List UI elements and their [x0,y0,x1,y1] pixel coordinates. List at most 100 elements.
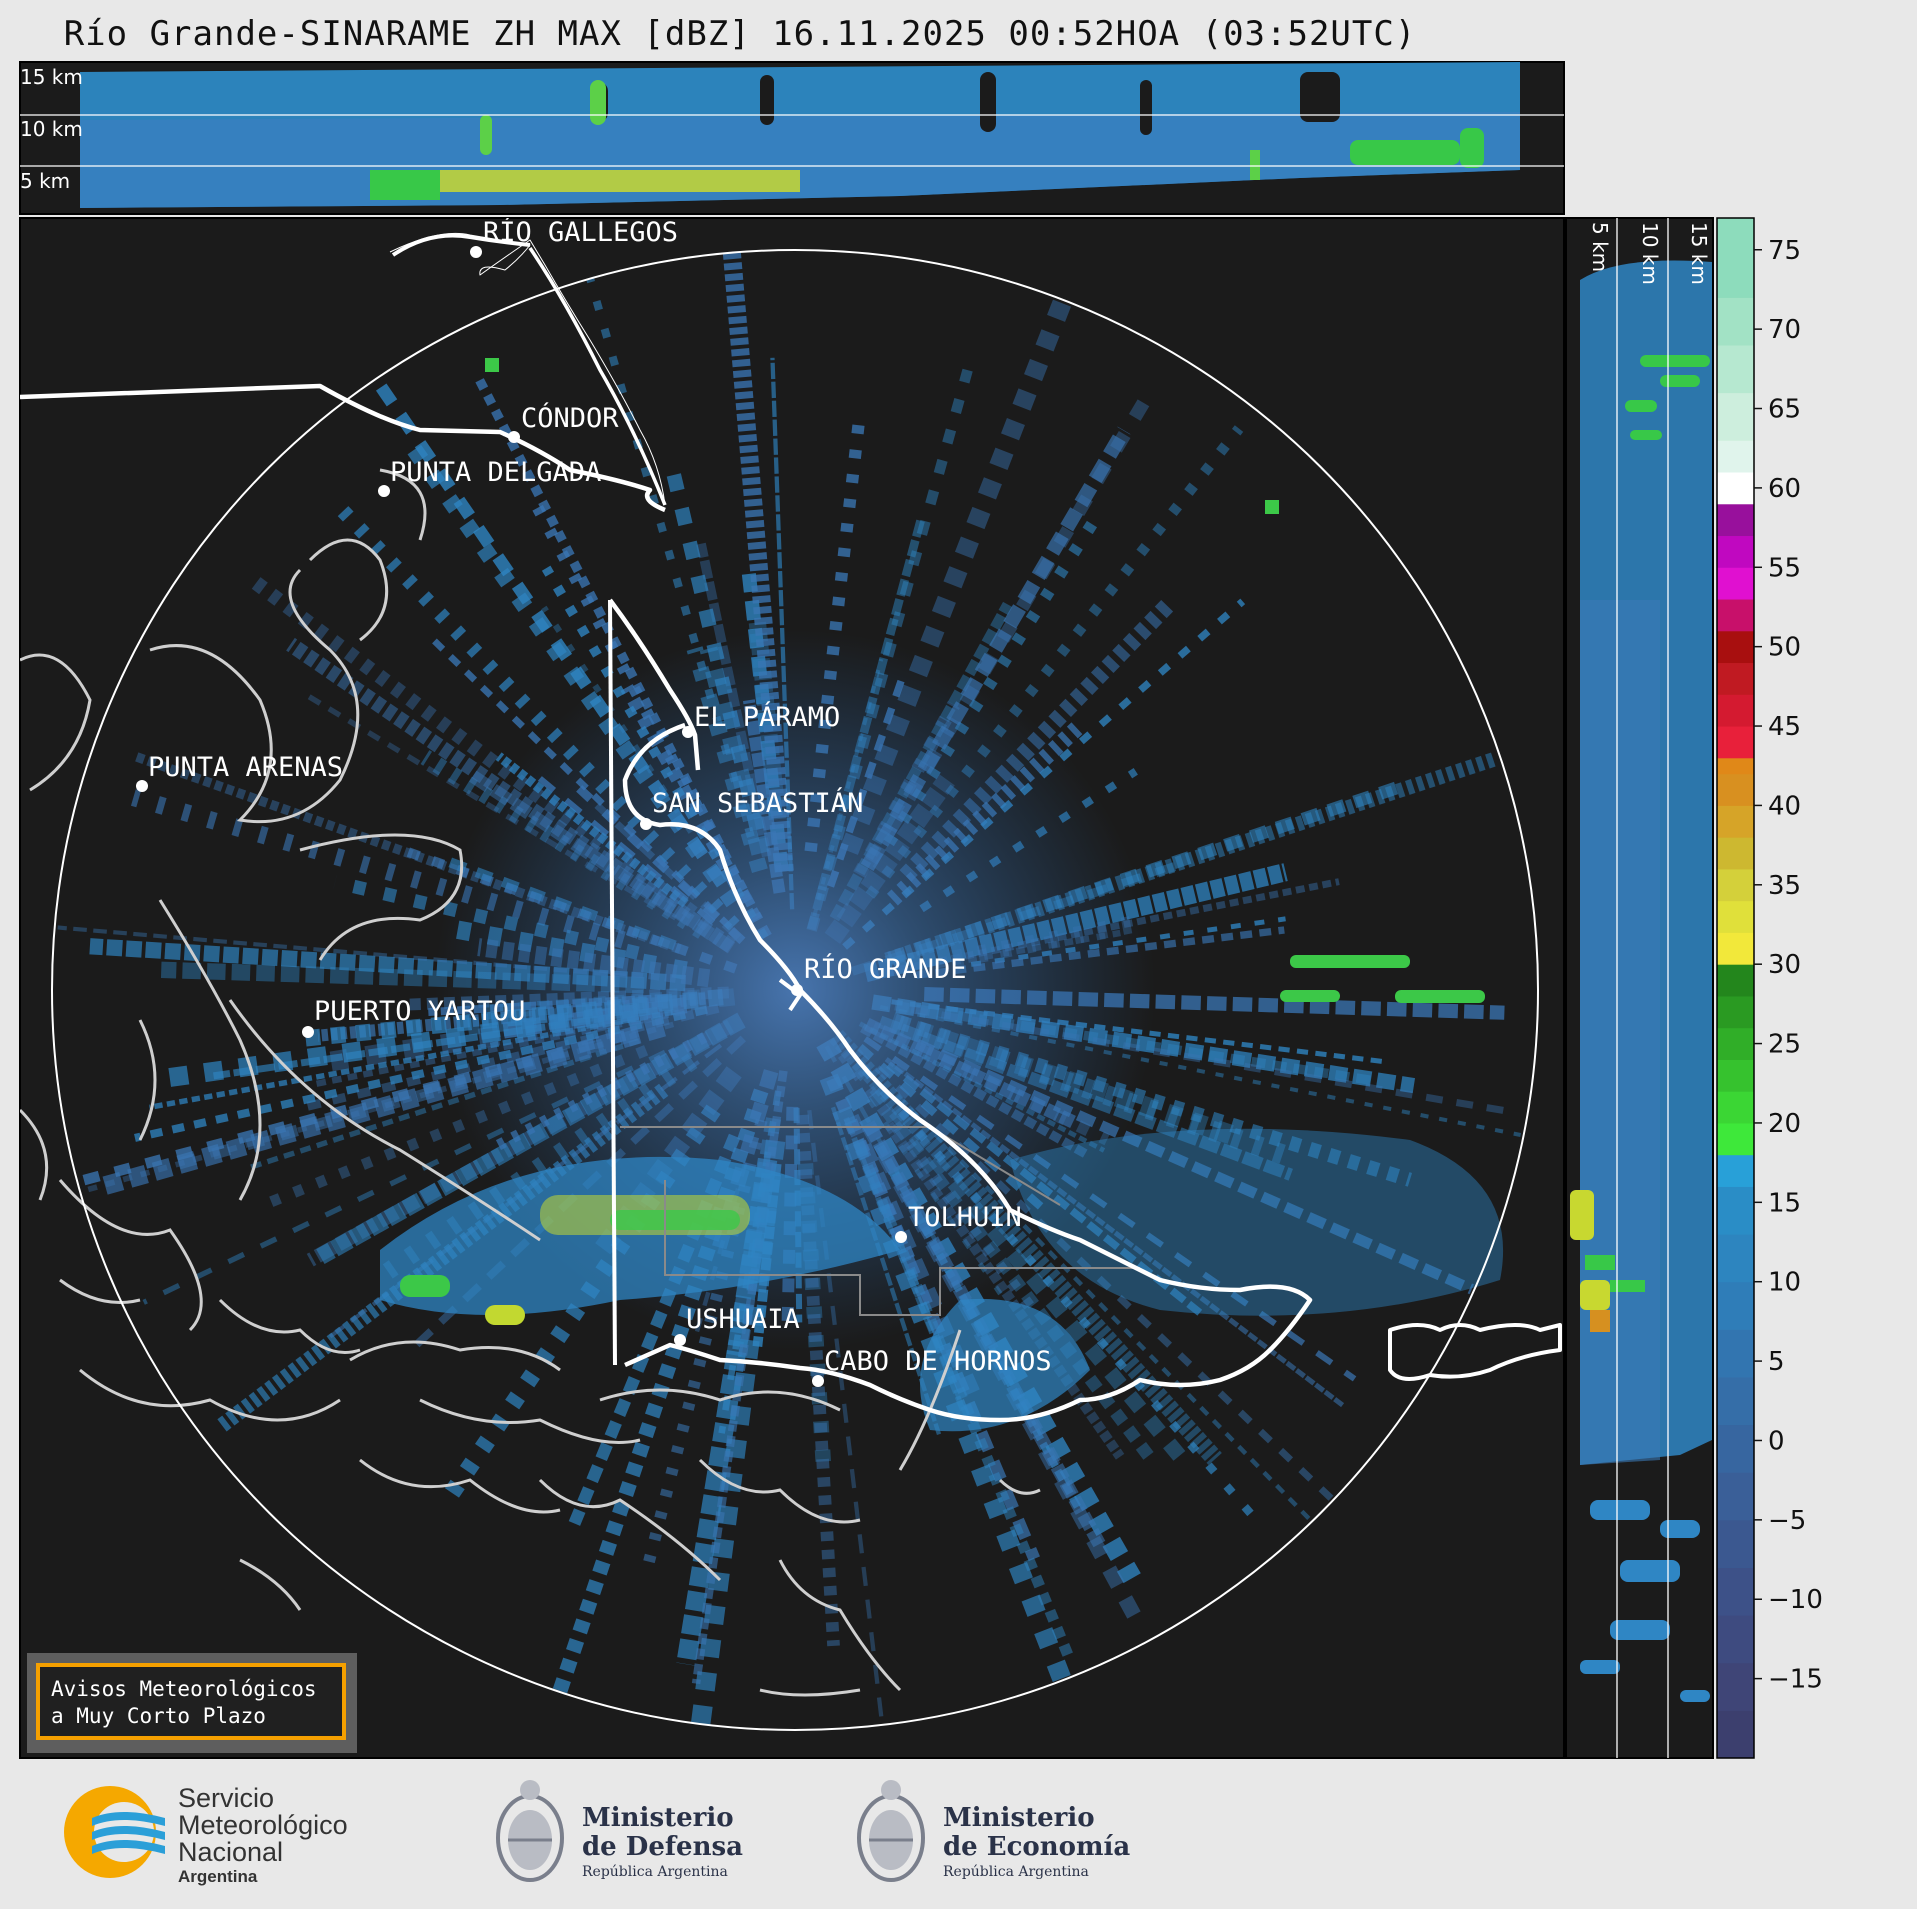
colorbar-tick-label: 5 [1768,1347,1785,1377]
colorbar-segment [1717,1424,1754,1473]
city-label-cabo-de-hornos: CABO DE HORNOS [824,1346,1052,1377]
city-label-tolhuin: TOLHUIN [908,1202,1022,1233]
reflectivity-ray [586,277,755,838]
colorbar-tick-label: 55 [1768,553,1801,583]
colorbar-segment [1717,932,1754,965]
top-height-label-10: 10 km [20,117,83,141]
reflectivity-ray [874,1065,1335,1502]
warning-line-2: a Muy Corto Plazo [51,1704,266,1728]
city-label-punta-arenas: PUNTA ARENAS [148,752,343,783]
colorbar-tick-label: −5 [1768,1506,1806,1536]
colorbar-segment [1717,1567,1754,1616]
city-dot-cabo-de-hornos [812,1375,824,1387]
colorbar-tick-label: 50 [1768,633,1801,663]
reflectivity-ray [142,1049,667,1305]
height-panel-side: 5 km 10 km 15 km [1565,217,1714,1759]
colorbar-tick-label: 40 [1768,791,1801,821]
colorbar-tick-label: 25 [1768,1030,1801,1060]
top-height-label-5: 5 km [20,169,70,193]
colorbar-segment [1717,1710,1754,1759]
colorbar-segment [1717,1472,1754,1521]
reflectivity-ray [57,925,628,978]
colorbar-tick-label: 70 [1768,315,1801,345]
colorbar-tick-label: 0 [1768,1426,1785,1456]
colorbar-tick-label: 60 [1768,474,1801,504]
colorbar-tick-label: 45 [1768,712,1801,742]
economia-line-2: de Economía [943,1832,1130,1862]
colorbar-segment [1717,694,1754,727]
city-label-rio-grande: RÍO GRANDE [804,953,967,985]
defensa-line-2: de Defensa [582,1832,743,1862]
defensa-line-3: República Argentina [582,1864,728,1880]
colorbar-segment [1717,995,1754,1029]
top-echo-field [80,62,1520,208]
reflectivity-ray [924,987,1505,1020]
colorbar-segment [1717,757,1754,775]
radar-map-panel: RÍO GALLEGOS CÓNDOR PUNTA DELGADA EL PÁR… [19,217,1565,1759]
city-label-san-sebastian: SAN SEBASTIÁN [652,787,863,819]
colorbar-segment [1717,1234,1754,1283]
reflectivity-ray [863,1036,1357,1382]
smn-line-2: Meteorológico [178,1810,348,1840]
colorbar-segment [1717,1154,1754,1187]
top-height-label-15: 15 km [20,65,83,89]
logo-ministerio-economia: Ministerio de Economía República Argenti… [857,1780,1130,1882]
colorbar-segment [1717,1519,1754,1568]
colorbar-segment [1717,1059,1754,1092]
colorbar-segment [1717,1091,1754,1124]
smn-line-3: Nacional [178,1837,283,1867]
colorbar-segment [1717,773,1754,806]
reflectivity-ray [883,510,1104,847]
colorbar-segment [1717,805,1754,838]
city-dot-rio-grande [791,984,803,996]
city-dot-el-paramo [682,726,694,738]
reflectivity-ray [473,375,756,908]
logo-ministerio-defensa: Ministerio de Defensa República Argentin… [496,1780,743,1882]
colorbar-segments [1717,218,1754,1759]
city-dot-condor [508,431,520,443]
smn-line-1: Servicio [178,1783,274,1813]
reflectivity-ray [99,1018,666,1196]
colorbar-segment [1717,218,1754,298]
colorbar-segment [1717,837,1754,870]
city-dot-punta-delgada [378,485,390,497]
colorbar-tick-label: 30 [1768,950,1801,980]
colorbar-tick-label: −15 [1768,1665,1823,1695]
colorbar-segment [1717,599,1754,632]
colorbar-segment [1717,1027,1754,1060]
colorbar-segment [1717,868,1754,902]
colorbar-segment [1717,472,1754,505]
city-label-el-paramo: EL PÁRAMO [694,701,840,733]
warning-line-1: Avisos Meteorológicos [51,1677,317,1701]
colorbar-segment [1717,440,1754,473]
colorbar-segment [1717,1186,1754,1235]
colorbar-tick-label: 75 [1768,236,1801,266]
colorbar-segment [1717,535,1754,568]
city-dot-san-sebastian [640,818,652,830]
reflectivity-ray [879,1005,1522,1138]
colorbar-segment [1717,1662,1754,1711]
city-label-condor: CÓNDOR [521,402,619,434]
colorbar-tick-label: −10 [1768,1585,1823,1615]
logo-smn: Servicio Meteorológico Nacional Argentin… [64,1783,348,1886]
smn-line-4: Argentina [178,1867,258,1886]
side-height-label-10: 10 km [1638,222,1662,285]
economia-line-1: Ministerio [943,1803,1095,1833]
borders [20,232,1562,1423]
city-dot-tolhuin [895,1231,907,1243]
colorbar-tick-label: 65 [1768,395,1801,425]
colorbar-segment [1717,1329,1754,1378]
range-ring [51,249,1539,1731]
reflectivity-ray [641,1118,768,1571]
side-height-label-5: 5 km [1588,222,1612,272]
colorbar-tick-label: 10 [1768,1268,1801,1298]
colorbar-segment [1717,392,1754,441]
colorbar-segment [1717,662,1754,695]
colorbar-segment [1717,1376,1754,1426]
colorbar-segment [1717,567,1754,600]
city-label-puerto-yartou: PUERTO YARTOU [314,996,525,1027]
side-echo-field [1570,260,1712,1702]
